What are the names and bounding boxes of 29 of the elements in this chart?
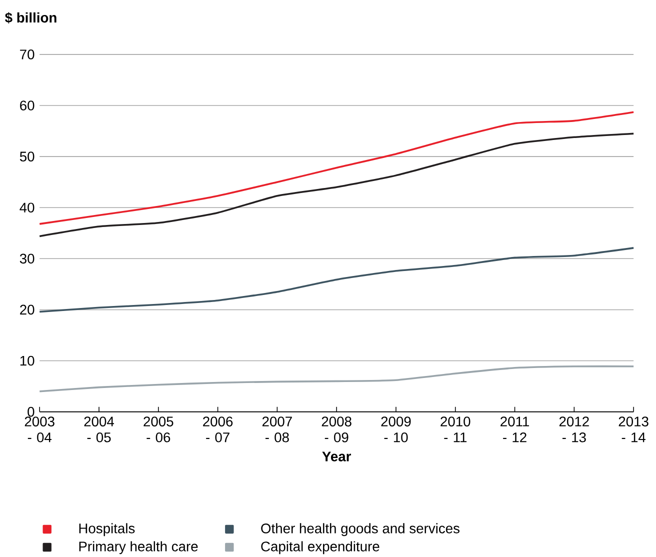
x-tick-label: 2003 - 04 [24,416,54,442]
y-tick-label: 60 [20,100,34,110]
x-tick-label: 2005 - 06 [144,416,174,442]
legend-label: Other health goods and services [261,523,460,536]
line-series [38,111,634,225]
x-tick-label: 2006 - 07 [203,416,233,442]
y-tick-label: 40 [20,202,34,212]
legend-label: Capital expenditure [261,541,380,554]
line-series [38,365,634,392]
y-tick-label: 70 [20,49,34,60]
x-tick-label: 2012 - 13 [559,416,589,442]
line-series [38,246,634,312]
y-tick-label: 0 [28,406,34,417]
x-tick-label: 2013 - 14 [618,416,648,442]
x-tick-label: 2007 - 08 [262,416,292,442]
y-tick-label: 10 [20,356,34,366]
x-tick-label: 2010 - 11 [440,416,470,442]
y-axis-title: $ billion [5,12,56,24]
legend-label: Primary health care [79,541,198,554]
x-tick-label: 2008 - 09 [322,416,352,442]
legend-label: Hospitals [79,523,135,536]
y-tick-label: 50 [20,151,34,162]
y-tick-label: 20 [20,304,34,314]
x-axis-title: Year [322,452,352,462]
y-tick-label: 30 [20,254,34,264]
x-tick-label: 2004 - 05 [84,416,114,442]
x-tick-label: 2011 - 12 [500,416,529,442]
line-series [38,132,634,237]
x-tick-label: 2009 - 10 [381,416,411,442]
